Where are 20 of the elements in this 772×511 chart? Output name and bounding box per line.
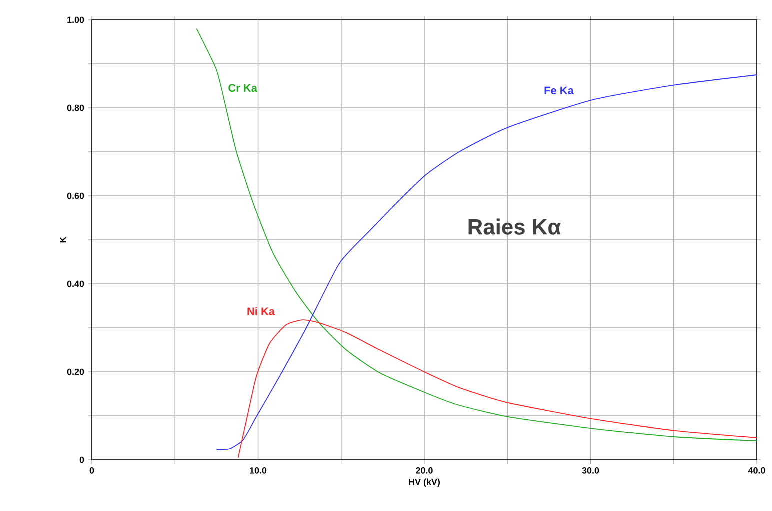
line-series (216, 74, 758, 450)
series-label: Cr Ka (228, 84, 258, 92)
y-axis-title: K (60, 236, 66, 243)
y-tick-label: 0.80 (67, 104, 84, 112)
line-series (196, 28, 758, 442)
x-axis-title: HV (kV) (409, 478, 440, 488)
line-series (238, 320, 758, 458)
y-tick-label: 0 (80, 456, 84, 464)
y-tick-label: 0.20 (67, 368, 84, 376)
y-tick-label: 0.60 (67, 192, 84, 200)
series-label: Ni Ka (248, 307, 276, 316)
x-tick-label: 20.0 (416, 468, 433, 474)
x-tick-label: 30.0 (582, 468, 600, 474)
x-tick-label: 40.0 (748, 468, 766, 474)
x-tick-label: 10.0 (250, 468, 267, 474)
y-tick-label: 1.00 (68, 16, 84, 24)
series-label: Fe Ka (544, 86, 574, 95)
annotation: Raies Kα (468, 218, 561, 235)
y-tick-label: 0.40 (67, 280, 84, 288)
x-tick-label: 0 (90, 468, 94, 474)
